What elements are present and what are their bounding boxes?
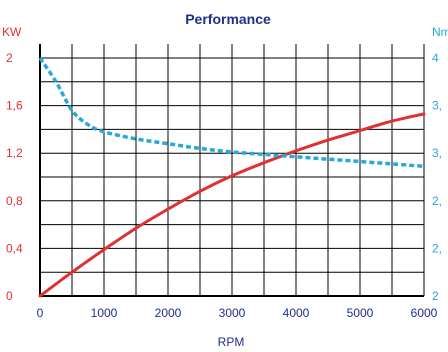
power-line bbox=[38, 112, 426, 298]
chart-title: Performance bbox=[185, 11, 271, 27]
x-tick-labels: 0 1000 2000 3000 4000 5000 6000 bbox=[37, 306, 438, 320]
right-axis-unit: Nm bbox=[432, 25, 448, 39]
left-tick-labels: 0 0,4 0,8 1,2 1,6 2 bbox=[6, 51, 23, 303]
x-tick-label: 3000 bbox=[219, 306, 246, 320]
x-tick-label: 2000 bbox=[155, 306, 182, 320]
left-axis-unit: KW bbox=[2, 25, 22, 39]
left-tick-label: 0,4 bbox=[6, 241, 23, 255]
left-tick-label: 0,8 bbox=[6, 194, 23, 208]
right-tick-label: 4 bbox=[432, 51, 439, 65]
x-tick-label: 4000 bbox=[283, 306, 310, 320]
left-tick-label: 2 bbox=[6, 51, 13, 65]
series-lines bbox=[38, 57, 426, 298]
left-tick-label: 1,6 bbox=[6, 99, 23, 113]
right-tick-label: 2, bbox=[432, 241, 442, 255]
x-axis-label: RPM bbox=[218, 335, 245, 349]
right-tick-label: 3, bbox=[432, 99, 442, 113]
torque-line bbox=[38, 57, 425, 169]
x-tick-label: 5000 bbox=[347, 306, 374, 320]
x-tick-label: 1000 bbox=[91, 306, 118, 320]
right-tick-label: 2, bbox=[432, 194, 442, 208]
left-tick-label: 0 bbox=[6, 289, 13, 303]
x-tick-label: 0 bbox=[37, 306, 44, 320]
left-tick-label: 1,2 bbox=[6, 146, 23, 160]
grid bbox=[39, 44, 425, 297]
x-tick-label: 6000 bbox=[411, 306, 438, 320]
right-tick-labels: 2 2, 2, 3, 3, 4 bbox=[432, 51, 442, 303]
right-tick-label: 2 bbox=[432, 289, 439, 303]
right-tick-label: 3, bbox=[432, 146, 442, 160]
